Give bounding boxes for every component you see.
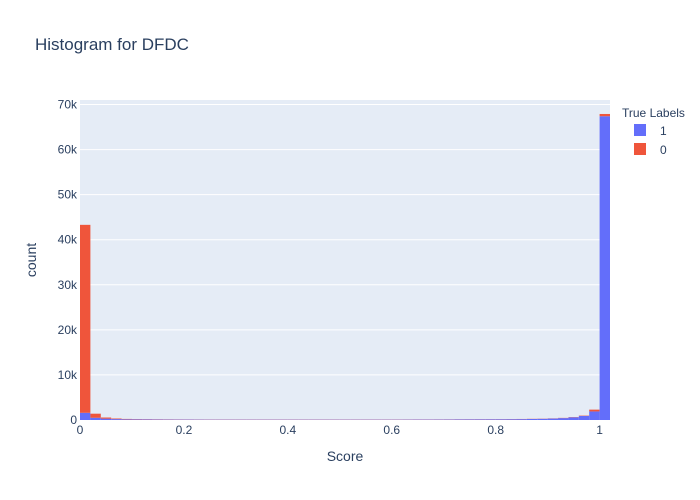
y-axis-ticks: 0 10k 20k 30k 40k 50k 60k 70k xyxy=(58,98,78,427)
bars xyxy=(80,113,610,421)
histogram-bar-label-1 xyxy=(589,411,600,420)
plot-area xyxy=(80,100,610,420)
histogram-bar-label-1 xyxy=(506,419,517,420)
legend: True Labels 1 0 xyxy=(622,106,685,157)
histogram-bar-label-1 xyxy=(474,419,486,420)
histogram-bar-label-0 xyxy=(111,418,122,420)
y-tick-label: 20k xyxy=(58,323,78,337)
legend-label-1: 1 xyxy=(660,124,667,138)
legend-item-0[interactable]: 0 xyxy=(634,143,667,157)
y-tick-label: 70k xyxy=(58,98,78,112)
histogram-bar-label-0 xyxy=(80,224,91,413)
x-tick-label: 0.6 xyxy=(383,423,400,437)
histogram-bar-label-1 xyxy=(111,419,122,420)
histogram-bar-label-1 xyxy=(516,419,527,420)
chart-title: Histogram for DFDC xyxy=(35,35,189,54)
y-tick-label: 60k xyxy=(58,143,78,157)
y-tick-label: 50k xyxy=(58,188,78,202)
legend-swatch-1 xyxy=(634,124,646,136)
y-axis-title: count xyxy=(23,243,39,277)
x-tick-label: 0 xyxy=(77,423,84,437)
x-tick-label: 0.4 xyxy=(279,423,296,437)
histogram-bar-label-1 xyxy=(599,116,610,421)
histogram-bar-label-1 xyxy=(558,418,569,420)
x-tick-label: 0.8 xyxy=(487,423,504,437)
histogram-bar-label-0 xyxy=(100,417,112,419)
histogram-bar-label-1 xyxy=(131,419,143,420)
histogram-bar-label-1 xyxy=(100,418,112,420)
x-tick-label: 0.2 xyxy=(176,423,193,437)
y-tick-label: 10k xyxy=(58,368,78,382)
histogram-bar-label-0 xyxy=(589,409,600,412)
legend-title: True Labels xyxy=(622,106,685,120)
x-axis-title: Score xyxy=(327,448,364,464)
histogram-bar-label-1 xyxy=(526,419,538,420)
histogram-bar-label-1 xyxy=(121,419,132,420)
histogram-bar-label-1 xyxy=(578,415,590,420)
histogram-bar-label-1 xyxy=(80,412,91,420)
y-tick-label: 40k xyxy=(58,233,78,247)
histogram-bar-label-1 xyxy=(547,418,559,420)
histogram-bar-label-0 xyxy=(599,113,610,117)
legend-item-1[interactable]: 1 xyxy=(634,124,667,138)
gridlines xyxy=(80,104,610,376)
histogram-bar-label-1 xyxy=(568,417,579,420)
histogram-bar-label-1 xyxy=(485,419,496,420)
y-tick-label: 0 xyxy=(70,413,77,427)
x-axis-ticks: 0 0.2 0.4 0.6 0.8 1 xyxy=(77,423,604,437)
histogram-bar-label-0 xyxy=(90,413,101,418)
histogram-bar-label-1 xyxy=(90,417,101,420)
histogram-bar-label-1 xyxy=(537,418,548,420)
legend-swatch-0 xyxy=(634,143,646,155)
histogram-bar-label-1 xyxy=(495,419,507,420)
histogram-bar-label-1 xyxy=(464,419,475,420)
y-tick-label: 30k xyxy=(58,278,78,292)
legend-label-0: 0 xyxy=(660,143,667,157)
x-tick-label: 1 xyxy=(596,423,603,437)
